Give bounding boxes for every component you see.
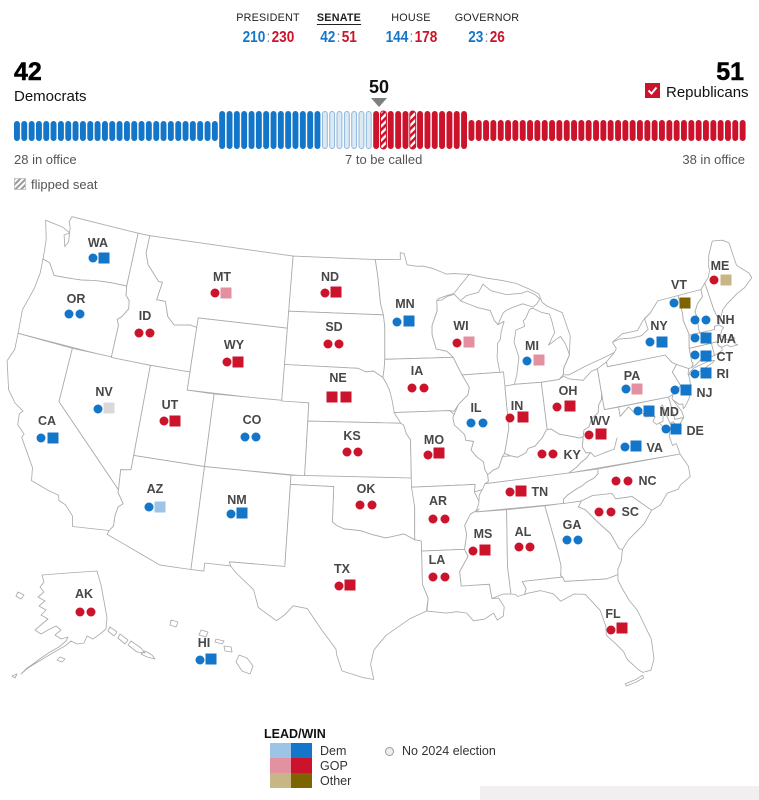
- svg-text:NY: NY: [650, 319, 668, 333]
- svg-text:MO: MO: [424, 433, 444, 447]
- svg-text:OK: OK: [357, 482, 376, 496]
- svg-text:NJ: NJ: [697, 386, 713, 400]
- svg-text:AZ: AZ: [147, 482, 164, 496]
- svg-text:HI: HI: [198, 636, 211, 650]
- svg-text:KY: KY: [564, 448, 582, 462]
- svg-text:CT: CT: [717, 350, 734, 364]
- svg-text:MD: MD: [660, 405, 679, 419]
- svg-text:WY: WY: [224, 338, 245, 352]
- svg-text:CO: CO: [243, 413, 262, 427]
- svg-text:NM: NM: [227, 493, 246, 507]
- svg-text:PA: PA: [624, 369, 640, 383]
- svg-text:KS: KS: [343, 429, 360, 443]
- svg-text:NH: NH: [717, 313, 735, 327]
- svg-text:SD: SD: [325, 320, 342, 334]
- svg-text:OR: OR: [67, 292, 86, 306]
- svg-text:MT: MT: [213, 270, 231, 284]
- svg-text:CA: CA: [38, 414, 56, 428]
- svg-text:OH: OH: [559, 384, 578, 398]
- svg-text:NC: NC: [639, 474, 657, 488]
- svg-text:TX: TX: [334, 562, 351, 576]
- svg-text:WA: WA: [88, 236, 108, 250]
- svg-text:WI: WI: [453, 319, 468, 333]
- svg-text:WV: WV: [590, 414, 611, 428]
- svg-text:MA: MA: [717, 332, 736, 346]
- svg-text:FL: FL: [605, 607, 621, 621]
- svg-text:UT: UT: [162, 398, 179, 412]
- svg-text:AL: AL: [515, 525, 532, 539]
- svg-text:VT: VT: [671, 278, 687, 292]
- svg-text:IL: IL: [470, 401, 481, 415]
- svg-text:MI: MI: [525, 339, 539, 353]
- svg-text:ND: ND: [321, 270, 339, 284]
- svg-text:IN: IN: [511, 399, 524, 413]
- svg-text:DE: DE: [687, 424, 704, 438]
- svg-text:RI: RI: [717, 367, 730, 381]
- svg-text:MS: MS: [474, 527, 493, 541]
- svg-text:AR: AR: [429, 494, 447, 508]
- svg-text:GA: GA: [563, 518, 582, 532]
- svg-text:MN: MN: [395, 297, 414, 311]
- svg-text:ID: ID: [139, 309, 152, 323]
- svg-text:ME: ME: [711, 259, 730, 273]
- svg-text:VA: VA: [647, 441, 663, 455]
- svg-text:SC: SC: [622, 505, 639, 519]
- svg-text:IA: IA: [411, 364, 424, 378]
- svg-text:NV: NV: [95, 385, 113, 399]
- svg-text:AK: AK: [75, 587, 93, 601]
- svg-text:NE: NE: [329, 371, 346, 385]
- svg-text:TN: TN: [532, 485, 549, 499]
- svg-text:LA: LA: [429, 553, 446, 567]
